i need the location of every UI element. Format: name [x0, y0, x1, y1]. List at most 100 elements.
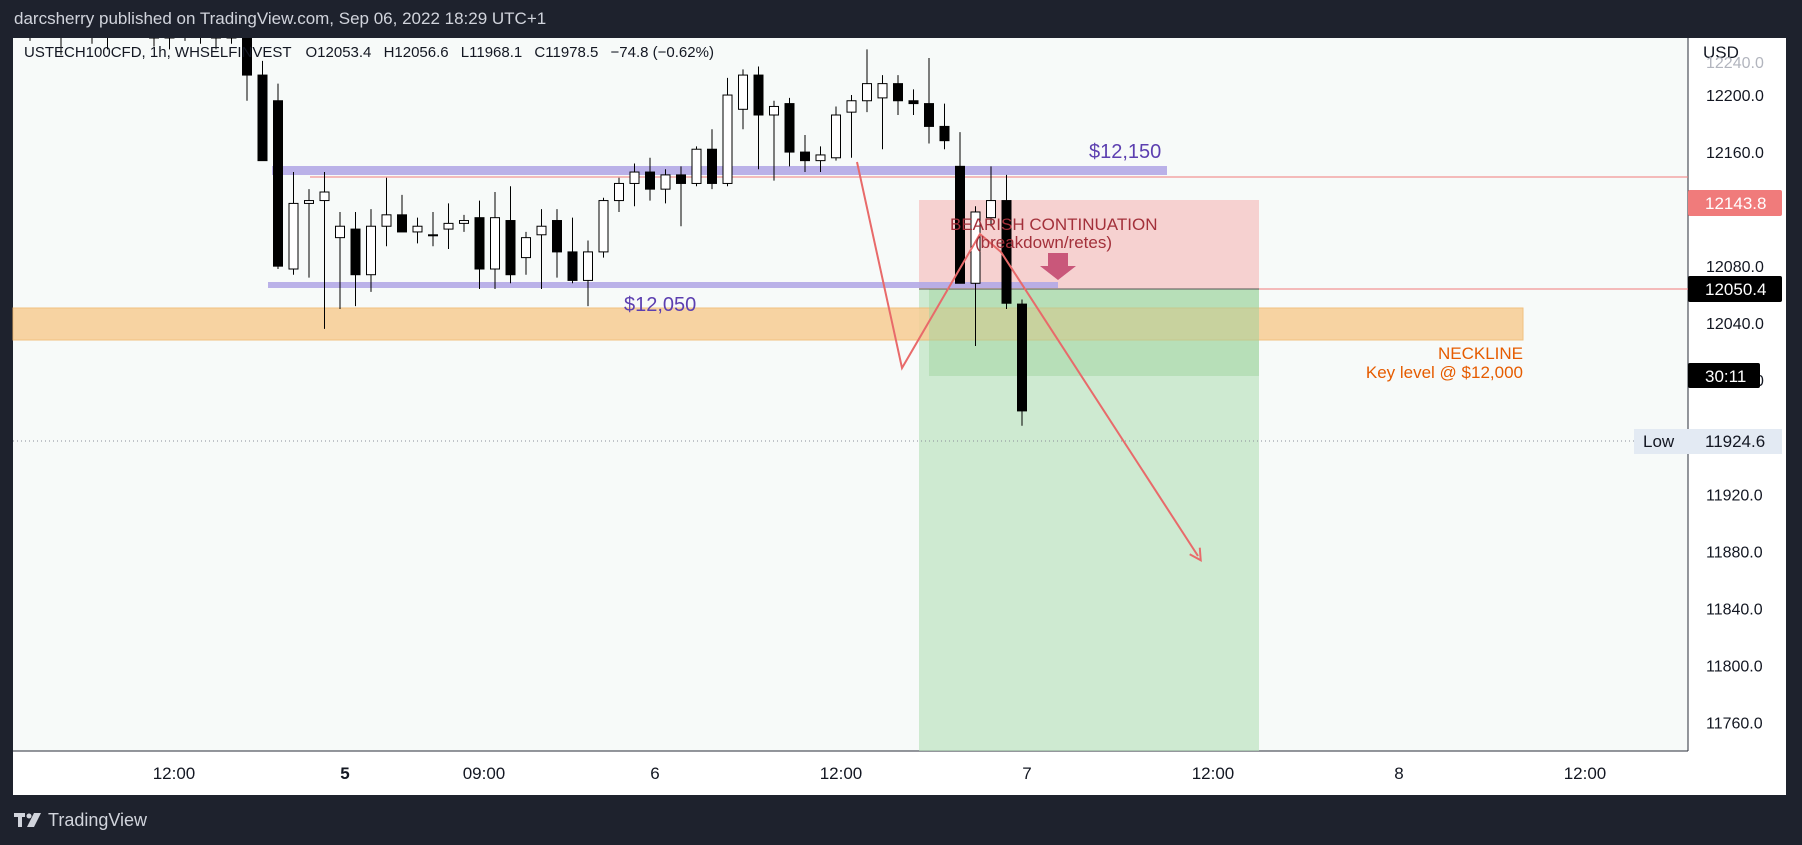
publisher-bar: darcsherry published on TradingView.com,…: [14, 9, 547, 28]
candle-body: [1017, 303, 1027, 412]
symbol-legend[interactable]: USTECH100CFD, 1h, WHSELFINVEST O12053.4 …: [24, 44, 714, 61]
candle-body: [319, 191, 330, 202]
time-label: 12:00: [153, 764, 196, 783]
neckline-title: NECKLINE: [1438, 344, 1523, 363]
low-value-badge: [1688, 429, 1782, 454]
candle: [645, 157, 655, 201]
candle: [350, 211, 361, 307]
time-label: 8: [1394, 764, 1403, 783]
currency-label[interactable]: USD: [1703, 43, 1739, 62]
candle: [955, 132, 965, 284]
time-label: 12:00: [820, 764, 863, 783]
candle: [769, 100, 779, 181]
candle-body: [955, 165, 965, 284]
candle-body: [505, 220, 516, 276]
entry-sub-zone: [929, 289, 1259, 376]
candle-body: [691, 148, 702, 184]
candle-body: [753, 74, 764, 116]
candle: [319, 172, 330, 329]
price-tick-label: 11760.0: [1706, 715, 1763, 732]
neckline-subtitle: Key level @ $12,000: [1366, 363, 1523, 382]
scale-corner: [1688, 751, 1786, 795]
tradingview-logo-icon: [14, 813, 42, 827]
candle-body: [474, 217, 485, 270]
candle-body: [769, 105, 779, 116]
candle: [164, 38, 175, 50]
candle-body: [428, 234, 438, 237]
current-price-badge-text: 12050.4: [1705, 280, 1766, 299]
candle-body: [490, 217, 500, 270]
candle: [226, 38, 237, 44]
lower-zone-label: $12,050: [624, 294, 696, 316]
candle: [366, 209, 376, 292]
candle: [691, 146, 702, 187]
candle-body: [521, 237, 531, 259]
candle-body: [335, 225, 345, 239]
candle-body: [660, 174, 671, 190]
candle: [1017, 299, 1027, 426]
candle: [459, 214, 469, 232]
price-tick-partial: 12240.0: [1706, 55, 1764, 72]
candle: [567, 217, 578, 284]
candle: [831, 106, 841, 161]
candle: [614, 177, 624, 212]
candle: [877, 75, 888, 150]
time-label: 7: [1022, 764, 1031, 783]
candle: [908, 89, 919, 116]
candle: [381, 177, 392, 247]
candle-body: [815, 154, 826, 162]
projection-arrow[interactable]: [1000, 251, 1198, 556]
upper-resistance-zone[interactable]: [272, 166, 1167, 175]
candle-body: [459, 220, 469, 224]
candle-body: [831, 114, 841, 159]
candle-body: [645, 171, 655, 190]
upper-price-badge: [1688, 190, 1782, 216]
candle: [629, 163, 640, 207]
candle-body: [381, 214, 392, 227]
candle: [784, 97, 795, 167]
candle: [242, 38, 252, 101]
candle-body: [893, 83, 903, 102]
lower-support-zone[interactable]: [268, 282, 1058, 288]
candle: [397, 194, 407, 233]
candle-body: [242, 38, 252, 76]
candle: [149, 38, 159, 47]
candle: [552, 209, 562, 278]
candle: [107, 38, 108, 50]
price-tick-label: 12040.0: [1706, 316, 1764, 333]
candle: [862, 49, 872, 113]
ohlc-high: H12056.6: [384, 44, 449, 61]
price-chart[interactable]: $12,150 $12,050 BEARISH CONTINUATION (br…: [0, 38, 1802, 795]
upper-zone-label: $12,150: [1089, 141, 1161, 163]
candle-body: [366, 225, 376, 276]
candle: [815, 146, 826, 173]
candle: [939, 103, 950, 150]
candle: [800, 134, 810, 173]
neckline-zone[interactable]: [12, 307, 1524, 341]
tradingview-footer: TradingView: [0, 795, 1802, 845]
candle: [583, 240, 593, 307]
candle: [753, 66, 764, 170]
current-price-badge: [1688, 276, 1782, 302]
projection-zigzag[interactable]: [856, 161, 1002, 371]
price-tick-label: 12200.0: [1706, 88, 1764, 105]
low-label-badge: [1634, 429, 1688, 454]
price-scale[interactable]: [1688, 38, 1786, 751]
low-value-text: 11924.6: [1705, 432, 1765, 451]
plot-area[interactable]: [13, 38, 1688, 751]
candle: [846, 95, 857, 158]
time-label: 12:00: [1192, 764, 1235, 783]
candles: [29, 38, 1027, 426]
time-scale[interactable]: [13, 751, 1688, 795]
candle-body: [877, 83, 888, 99]
price-tick-label: 11920.0: [1706, 487, 1763, 504]
down-arrow-icon: [1040, 253, 1076, 280]
bearish-subtitle: (breakdown/retes): [975, 233, 1112, 252]
price-tick-label: 11800.0: [1706, 658, 1763, 675]
candle: [505, 186, 516, 284]
candle-body: [350, 228, 361, 276]
candle: [521, 231, 531, 275]
candle-body: [257, 74, 268, 162]
candle: [474, 200, 485, 289]
